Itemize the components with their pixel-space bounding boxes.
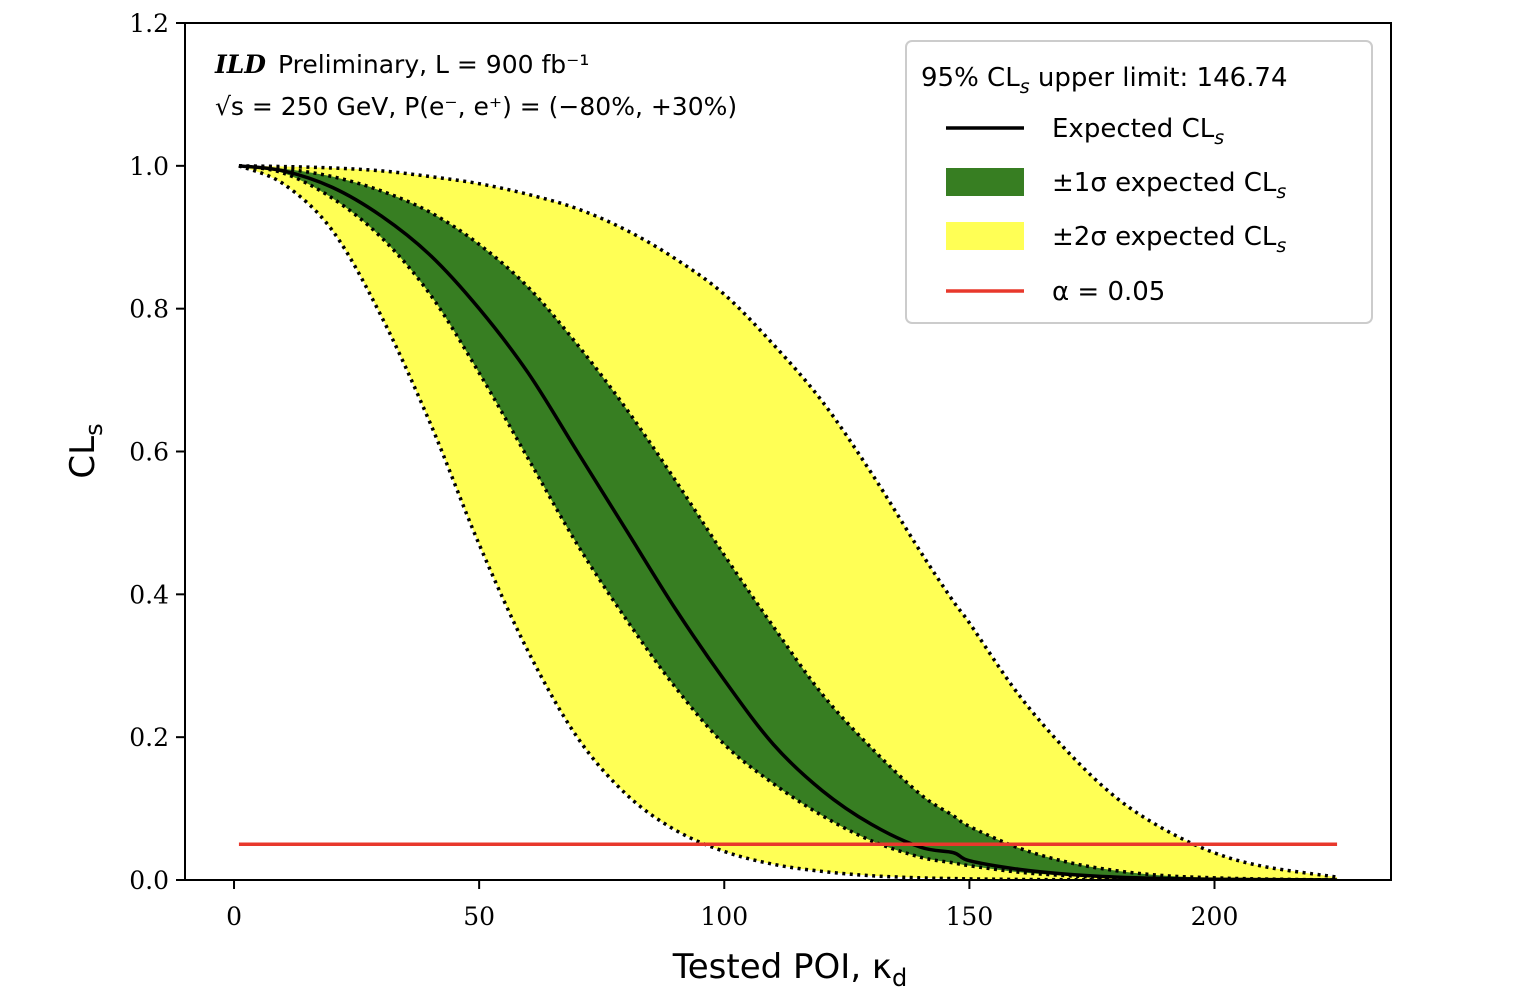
x-tick-label: 100 [700,902,748,931]
x-tick-label: 50 [463,902,495,931]
edge-band1_upper [238,164,1338,880]
y-tick-label: 1.0 [129,152,169,181]
legend-title: 95% CLs upper limit: 146.74 [921,63,1288,98]
y-tick-label: 0.6 [129,438,169,467]
edge-band2_upper [238,164,1338,879]
band-1sigma [238,165,1338,880]
annotation-line-2: √s = 250 GeV, P(e⁻, e⁺) = (−80%, +30%) [215,92,737,121]
legend-swatch-patch [946,222,1024,250]
legend-swatch-patch [946,168,1024,196]
y-tick-label: 0.8 [129,295,169,324]
legend-box [905,40,1373,324]
x-tick-label: 150 [946,902,994,931]
annotation-line-1: ILD Preliminary, L = 900 fb⁻¹ [214,50,589,79]
y-tick-label: 1.2 [129,9,169,38]
legend-entry-label: ±2σ expected CLs [1052,222,1286,257]
legend-entry-label: α = 0.05 [1052,277,1165,307]
plot-area [238,164,1338,880]
legend-entry-label: ±1σ expected CLs [1052,168,1286,203]
x-tick-label: 200 [1191,902,1239,931]
y-axis-title: CLs [63,423,108,478]
legend-entry-label: Expected CLs [1052,114,1224,149]
y-tick-label: 0.4 [129,580,169,609]
expected-cls-line [238,164,1338,880]
x-axis: 0 50 100 150 200 [226,880,1238,931]
y-tick-label: 0.0 [129,866,169,895]
y-tick-label: 0.2 [129,723,169,752]
x-tick-label: 0 [226,902,242,931]
legend: 95% CLs upper limit: 146.74 Expected CLs… [905,40,1373,324]
y-axis: 0.0 0.2 0.4 0.6 0.8 1.0 1.2 [129,9,185,895]
x-axis-title: Tested POI, κd [672,947,907,992]
